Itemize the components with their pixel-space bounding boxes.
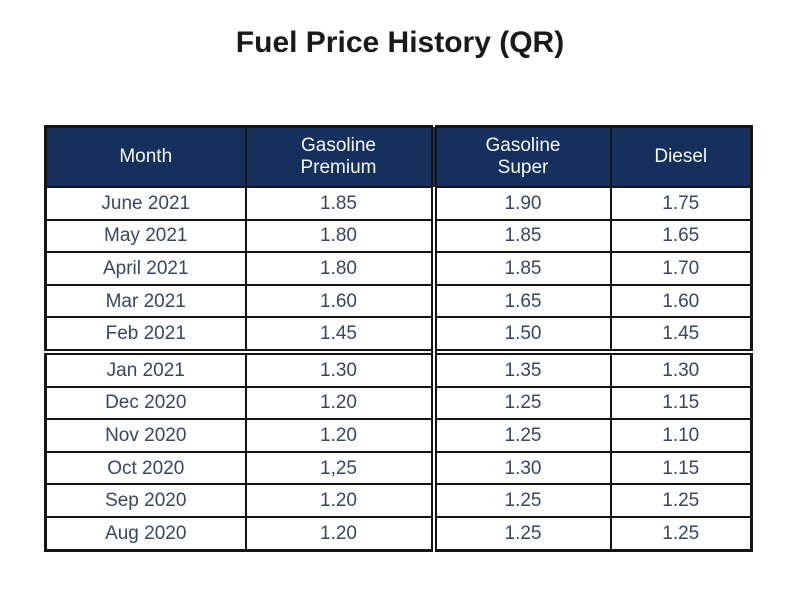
cell-premium: 1.30 (244, 349, 435, 388)
cell-super: 1.85 (430, 251, 612, 286)
cell-diesel: 1.15 (609, 385, 753, 421)
cell-diesel: 1.15 (609, 450, 753, 486)
column-header-diesel: Diesel (609, 125, 753, 188)
cell-premium: 1,25 (244, 450, 435, 486)
cell-month: April 2021 (44, 251, 247, 286)
cell-month: Nov 2020 (44, 418, 247, 453)
table-row: Aug 2020 1.20 1.25 1.25 (44, 515, 753, 552)
column-header-month: Month (44, 125, 247, 188)
cell-premium: 1.80 (244, 218, 435, 254)
table-row: June 2021 1.85 1.90 1.75 (44, 186, 753, 221)
cell-diesel: 1.65 (609, 218, 753, 254)
table-row: Oct 2020 1,25 1.30 1.15 (44, 450, 753, 486)
cell-month: May 2021 (44, 218, 247, 254)
cell-diesel: 1.25 (609, 483, 753, 518)
cell-diesel: 1.45 (609, 316, 753, 353)
cell-premium: 1.20 (244, 385, 435, 421)
cell-diesel: 1.25 (609, 515, 753, 552)
cell-month: Aug 2020 (44, 515, 247, 552)
table-row: Mar 2021 1.60 1.65 1.60 (44, 283, 753, 319)
fuel-price-table: Month Gasoline Premium Gasoline Super Di… (44, 125, 753, 552)
cell-super: 1.50 (430, 316, 612, 353)
cell-diesel: 1.75 (609, 186, 753, 221)
cell-premium: 1.45 (244, 316, 435, 353)
column-header-gasoline-premium: Gasoline Premium (244, 125, 435, 188)
table-row: Sep 2020 1.20 1.25 1.25 (44, 483, 753, 518)
cell-super: 1.25 (430, 515, 612, 552)
column-header-gasoline-super: Gasoline Super (430, 125, 612, 188)
table-row: Dec 2020 1.20 1.25 1.15 (44, 385, 753, 421)
cell-super: 1.25 (430, 483, 612, 518)
cell-diesel: 1.10 (609, 418, 753, 453)
cell-super: 1.90 (430, 186, 612, 221)
header-row: Month Gasoline Premium Gasoline Super Di… (44, 125, 753, 188)
cell-super: 1.25 (430, 385, 612, 421)
cell-premium: 1.60 (244, 283, 435, 319)
table-row: Nov 2020 1.20 1.25 1.10 (44, 418, 753, 453)
cell-month: Mar 2021 (44, 283, 247, 319)
cell-super: 1.65 (430, 283, 612, 319)
cell-super: 1.25 (430, 418, 612, 453)
cell-month: Sep 2020 (44, 483, 247, 518)
cell-super: 1.35 (430, 349, 612, 388)
cell-premium: 1.85 (244, 186, 435, 221)
table-row: May 2021 1.80 1.85 1.65 (44, 218, 753, 254)
cell-month: June 2021 (44, 186, 247, 221)
cell-super: 1.30 (430, 450, 612, 486)
cell-premium: 1.20 (244, 483, 435, 518)
cell-premium: 1.20 (244, 418, 435, 453)
cell-month: Jan 2021 (44, 349, 247, 388)
cell-month: Dec 2020 (44, 385, 247, 421)
cell-month: Feb 2021 (44, 316, 247, 353)
cell-premium: 1.80 (244, 251, 435, 286)
cell-diesel: 1.30 (609, 349, 753, 388)
cell-month: Oct 2020 (44, 450, 247, 486)
table-row: Feb 2021 1.45 1.50 1.45 (44, 316, 753, 353)
page-title: Fuel Price History (QR) (235, 26, 565, 59)
table-header: Month Gasoline Premium Gasoline Super Di… (44, 125, 753, 188)
cell-diesel: 1.70 (609, 251, 753, 286)
table-row: April 2021 1.80 1.85 1.70 (44, 251, 753, 286)
cell-premium: 1.20 (244, 515, 435, 552)
cell-super: 1.85 (430, 218, 612, 254)
fuel-table-body: June 2021 1.85 1.90 1.75 May 2021 1.80 1.85 1.6… (44, 186, 753, 552)
table-row: Jan 2021 1.30 1.35 1.30 (44, 349, 753, 388)
cell-diesel: 1.60 (609, 283, 753, 319)
